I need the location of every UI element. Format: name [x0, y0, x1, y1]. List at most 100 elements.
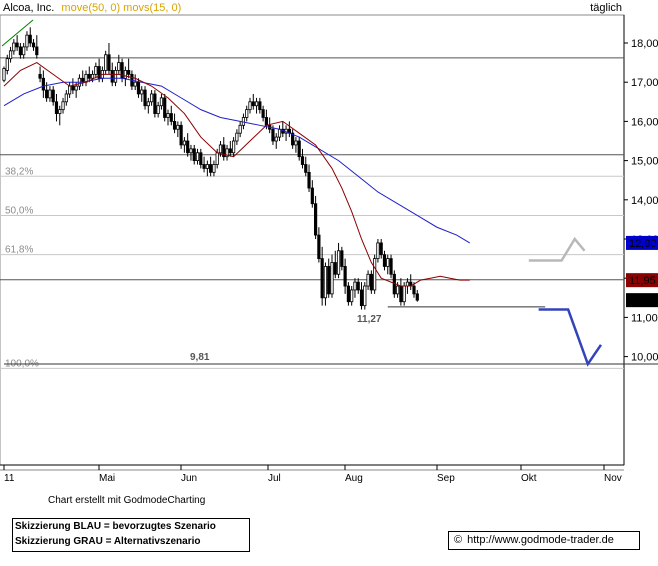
candle-body [166, 113, 170, 118]
copyright-icon: © [454, 534, 463, 546]
candle-body [48, 89, 52, 99]
candle-body [38, 73, 42, 79]
scenario-blue-path [538, 308, 602, 367]
candle-body [149, 93, 154, 103]
title-company: Alcoa, Inc. [3, 2, 54, 14]
candle-body [363, 285, 367, 307]
candle-body [58, 109, 62, 114]
x-tick-label: Nov [604, 473, 622, 484]
candle-body [412, 285, 416, 295]
y-tick-label: 15,00 [631, 156, 658, 168]
candle-body [140, 89, 144, 95]
source-url: http://www.godmode-trader.de [467, 534, 614, 546]
source-link[interactable]: © http://www.godmode-trader.de [448, 531, 640, 550]
candle-body [195, 152, 200, 161]
candle-body [228, 148, 232, 154]
legend-blue: Skizzierung BLAU = bevorzugtes Szenario [15, 521, 216, 532]
candle-body [277, 128, 282, 138]
candle-body [12, 42, 16, 52]
y-tick-label: 17,00 [631, 77, 658, 89]
candle-body [182, 140, 186, 146]
candle-body [71, 85, 75, 91]
candle-body [45, 89, 49, 99]
moving-averages [3, 62, 471, 287]
candle-body [97, 66, 101, 79]
x-axis-ticks: 11 Mai Jun Jul Aug Sep Okt Nov [3, 465, 622, 484]
candle-body [248, 101, 252, 111]
candle-body [176, 124, 180, 130]
candle-body [274, 136, 278, 142]
candle-body [235, 132, 239, 142]
candle-body [117, 62, 121, 71]
x-tick-label: Jul [268, 473, 281, 484]
candle-body [163, 97, 167, 118]
candle-body [343, 266, 347, 287]
y-tick-label: 10,00 [631, 352, 658, 364]
candle-body [159, 97, 164, 107]
chart-title: Alcoa, Inc. move(50, 0) movs(15, 0) [3, 2, 181, 14]
trend-line-green [1, 19, 34, 47]
ma-short-line [3, 62, 470, 287]
candle-body [94, 66, 98, 75]
candle-body [353, 281, 357, 291]
candle-body [8, 50, 13, 60]
candle-body [382, 254, 387, 267]
price-badge [626, 235, 658, 250]
legend-grey: Skizzierung GRAU = Alternativszenario [15, 536, 201, 547]
candle-body [31, 42, 36, 48]
candle-body [307, 171, 311, 189]
candle-body [251, 101, 255, 107]
candle-body [231, 140, 236, 154]
candle-body [189, 148, 193, 154]
candle-body [205, 164, 209, 169]
candle-body [90, 73, 95, 79]
candle-body [264, 117, 269, 126]
scenario-grey-path [528, 236, 586, 262]
candle-body [18, 46, 23, 56]
candle-body [104, 54, 108, 71]
fibonacci-label: 61,8% [5, 245, 33, 256]
candle-body [54, 101, 59, 114]
candle-body [350, 289, 354, 303]
candle-body [313, 203, 318, 236]
candle-body [35, 46, 39, 56]
candle-body [199, 152, 203, 165]
price-badges: 12,90 11,95 11,44 [626, 235, 658, 308]
candle-body [359, 289, 364, 307]
candle-body [320, 258, 324, 299]
candle-body [110, 70, 114, 83]
candle-body [28, 34, 32, 44]
title-indicators: move(50, 0) movs(15, 0) [61, 2, 181, 14]
price-badge [626, 273, 658, 288]
x-tick-label: Okt [521, 473, 537, 484]
price-badge-label: 11,44 [629, 295, 656, 307]
candle-body [405, 281, 410, 287]
candles [2, 27, 419, 310]
candle-body [330, 262, 334, 295]
candle-body [212, 164, 216, 173]
candle-body [379, 242, 383, 256]
y-tick-label: 11,00 [631, 312, 658, 324]
candle-body [300, 156, 305, 165]
candle-body [386, 258, 390, 267]
price-badge-label: 11,95 [629, 275, 656, 287]
candle-body [317, 234, 321, 260]
annotation-low: 11,27 [357, 314, 382, 325]
price-annotations: 11,27 9,81 [190, 314, 382, 363]
y-tick-label: 18,00 [631, 38, 658, 50]
candle-body [64, 93, 68, 103]
candle-body [172, 121, 177, 130]
candle-body [107, 54, 111, 71]
candle-body [120, 62, 124, 79]
candle-body [146, 101, 150, 107]
candle-body [87, 73, 91, 79]
x-tick-label: 11 [4, 473, 15, 484]
candle-body [376, 242, 380, 259]
ma-long-line [3, 77, 471, 244]
candle-body [51, 89, 55, 103]
period-label: täglich [590, 2, 622, 14]
candle-body [336, 250, 341, 275]
candle-body [179, 124, 183, 146]
candle-body [291, 132, 295, 146]
candle-body [245, 109, 249, 118]
